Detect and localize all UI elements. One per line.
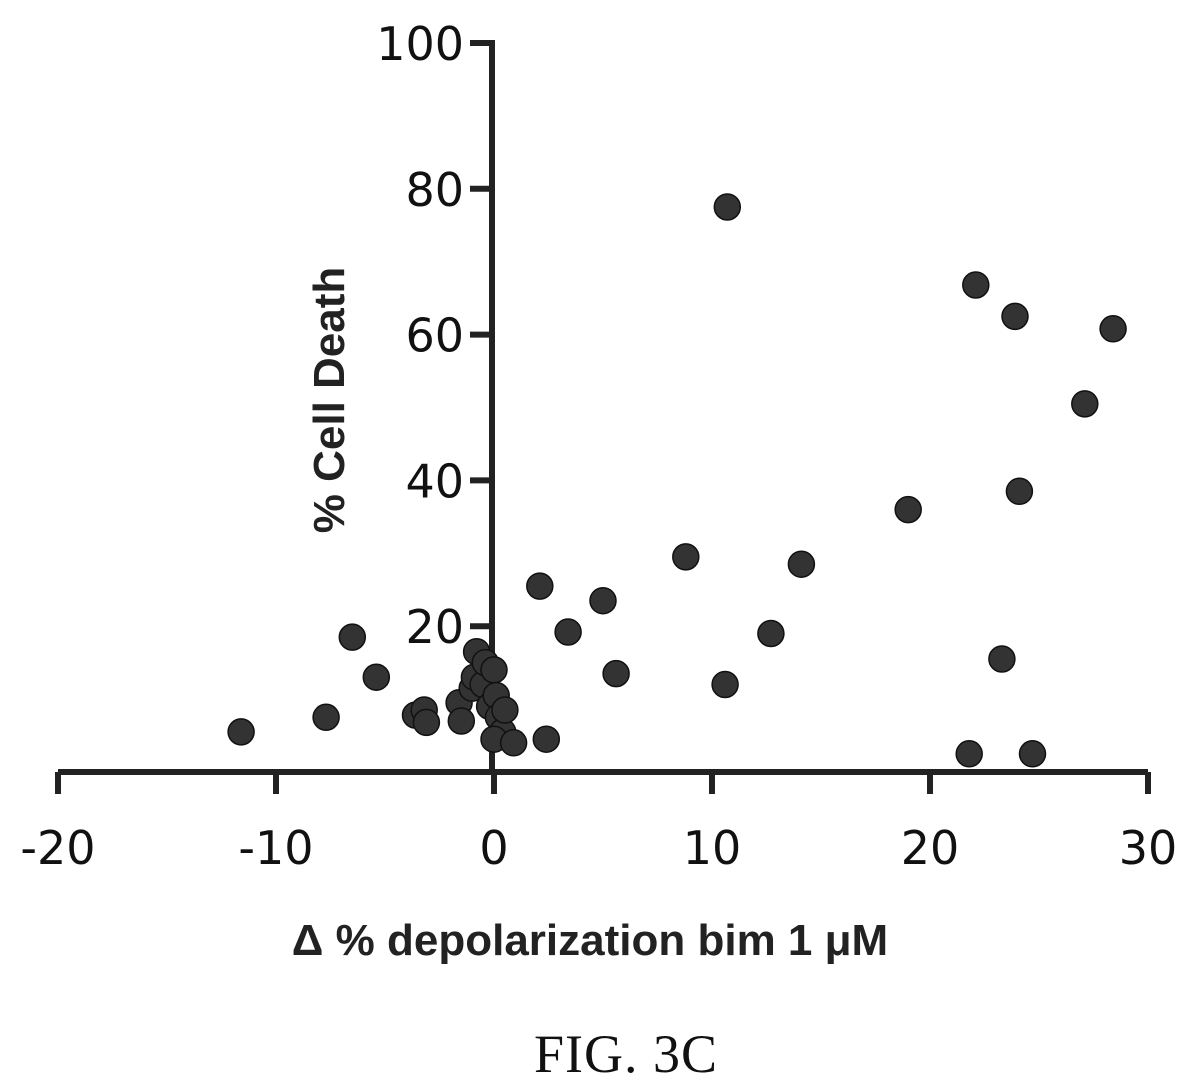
data-point — [1099, 315, 1127, 343]
data-point — [480, 656, 508, 684]
x-tick-label: 10 — [683, 821, 742, 875]
x-ticks: -20 -10 0 10 20 30 — [20, 772, 1177, 875]
data-point — [491, 696, 519, 724]
y-ticks: 20 40 60 80 100 — [376, 17, 492, 654]
y-tick-label: 20 — [405, 600, 464, 654]
data-point — [362, 663, 391, 691]
data-points — [227, 193, 1127, 768]
data-point — [227, 718, 255, 746]
data-point — [338, 623, 367, 651]
data-point — [532, 725, 561, 753]
data-point — [962, 271, 990, 299]
y-tick-label: 40 — [405, 454, 464, 508]
data-point — [711, 670, 739, 699]
data-point — [672, 543, 700, 571]
data-point — [955, 740, 983, 768]
data-point — [1005, 477, 1034, 506]
data-point — [1071, 390, 1099, 418]
figure-caption: FIG. 3C — [534, 1024, 718, 1084]
data-point — [447, 707, 476, 735]
x-tick-label: -20 — [20, 821, 95, 875]
data-point — [713, 193, 742, 221]
data-point — [602, 659, 630, 688]
x-tick-label: 30 — [1119, 821, 1178, 875]
y-tick-label: 100 — [376, 17, 464, 71]
y-axis-title: % Cell Death — [305, 267, 354, 534]
x-tick-label: 0 — [479, 821, 508, 875]
y-tick-label: 80 — [405, 163, 464, 217]
data-point — [554, 618, 582, 646]
data-point — [312, 703, 340, 732]
x-tick-label: 20 — [901, 821, 960, 875]
x-axis-title: Δ % depolarization bim 1 μM — [292, 916, 888, 965]
x-tick-label: -10 — [238, 821, 313, 875]
data-point — [787, 550, 816, 578]
data-point — [757, 619, 785, 648]
y-tick-label: 60 — [405, 309, 464, 363]
data-point — [1001, 302, 1029, 331]
data-point — [1018, 740, 1047, 768]
data-point — [589, 586, 617, 615]
data-point — [988, 645, 1016, 673]
data-point — [526, 572, 554, 600]
data-point — [499, 729, 528, 757]
data-point — [412, 708, 441, 737]
data-point — [894, 495, 922, 524]
axes — [58, 40, 1148, 775]
